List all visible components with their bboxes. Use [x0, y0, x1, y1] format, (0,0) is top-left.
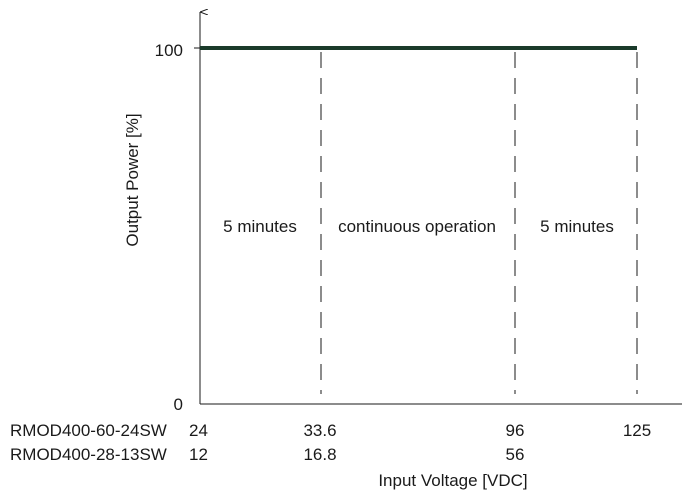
x-tick-1-2: 96	[506, 421, 525, 440]
x-axis-label: Input Voltage [VDC]	[378, 471, 527, 490]
y-tick-label-0: 0	[174, 395, 183, 414]
y-axis-label: Output Power [%]	[123, 113, 142, 246]
x-tick-1-0: 24	[189, 421, 208, 440]
model-label-1: RMOD400-60-24SW	[10, 421, 167, 440]
region-label-2: 5 minutes	[540, 217, 614, 236]
region-label-0: 5 minutes	[223, 217, 297, 236]
x-tick-1-3: 125	[623, 421, 651, 440]
x-tick-1-1: 33.6	[303, 421, 336, 440]
region-label-1: continuous operation	[338, 217, 496, 236]
x-tick-2-2: 56	[506, 445, 525, 464]
model-label-2: RMOD400-28-13SW	[10, 445, 167, 464]
axes	[194, 12, 682, 405]
y-tick-label-100: 100	[155, 41, 183, 60]
x-tick-2-1: 16.8	[303, 445, 336, 464]
labels-layer: 0 100 Output Power [%] Input Voltage [VD…	[10, 41, 651, 490]
boundary-lines	[320, 52, 638, 394]
x-tick-2-0: 12	[189, 445, 208, 464]
